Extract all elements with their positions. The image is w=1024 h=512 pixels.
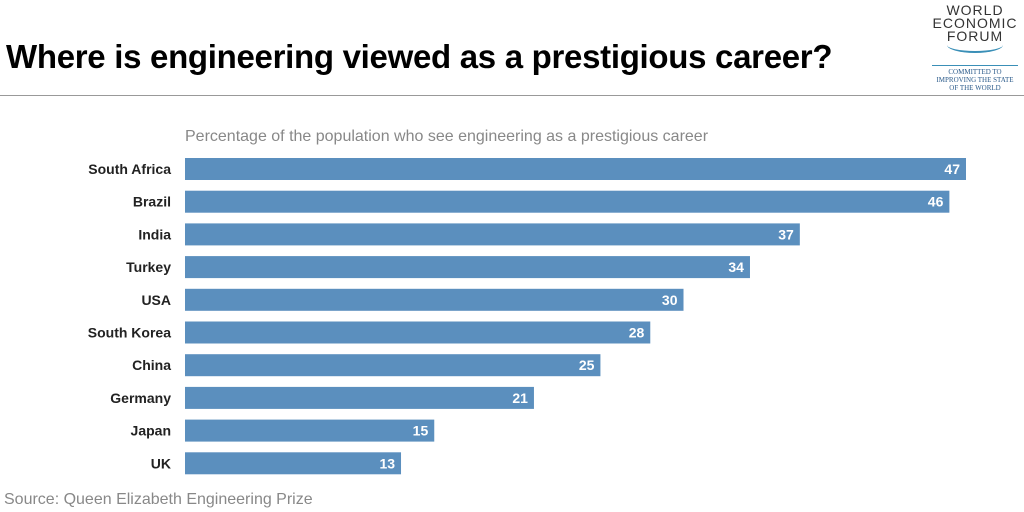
logo-tagline: COMMITTED TO [948, 68, 1002, 76]
value-label: 13 [379, 455, 395, 471]
category-label: UK [151, 455, 171, 471]
value-label: 47 [944, 161, 960, 177]
logo-divider [932, 65, 1018, 66]
value-label: 15 [413, 423, 429, 439]
page-title: Where is engineering viewed as a prestig… [6, 38, 833, 75]
category-label: India [138, 226, 171, 242]
value-label: 25 [579, 357, 595, 373]
bar [185, 386, 534, 409]
value-label: 30 [662, 292, 678, 308]
title-divider [0, 95, 1024, 96]
bar [185, 223, 800, 246]
bar [185, 158, 966, 180]
chart-subtitle: Percentage of the population who see eng… [185, 128, 709, 145]
category-label: USA [141, 292, 171, 308]
bar [185, 190, 950, 213]
source-note: Source: Queen Elizabeth Engineering Priz… [4, 491, 313, 508]
value-label: 46 [928, 194, 944, 210]
logo-tagline: IMPROVING THE STATE [936, 76, 1014, 84]
bar [185, 452, 402, 475]
logo-line: WORLD [946, 2, 1004, 18]
value-label: 28 [629, 325, 645, 341]
category-label: Turkey [126, 259, 171, 275]
wef-logo: WORLD ECONOMIC FORUM COMMITTED TO IMPROV… [928, 2, 1022, 92]
logo-arc-icon [947, 37, 1003, 53]
value-label: 37 [778, 226, 794, 242]
value-label: 21 [512, 390, 528, 406]
logo-tagline: OF THE WORLD [949, 84, 1001, 92]
value-label: 34 [728, 259, 744, 275]
bar [185, 256, 750, 279]
logo-line: ECONOMIC [932, 15, 1018, 31]
category-label: South Korea [88, 325, 171, 341]
category-label: China [132, 357, 171, 373]
category-label: Germany [110, 390, 171, 406]
bar [185, 419, 435, 442]
category-label: Japan [131, 423, 171, 439]
logo-line: FORUM [946, 28, 1004, 44]
bar [185, 354, 601, 377]
category-label: South Africa [88, 161, 171, 177]
category-label: Brazil [133, 194, 171, 210]
bar [185, 288, 684, 311]
bar [185, 321, 651, 344]
